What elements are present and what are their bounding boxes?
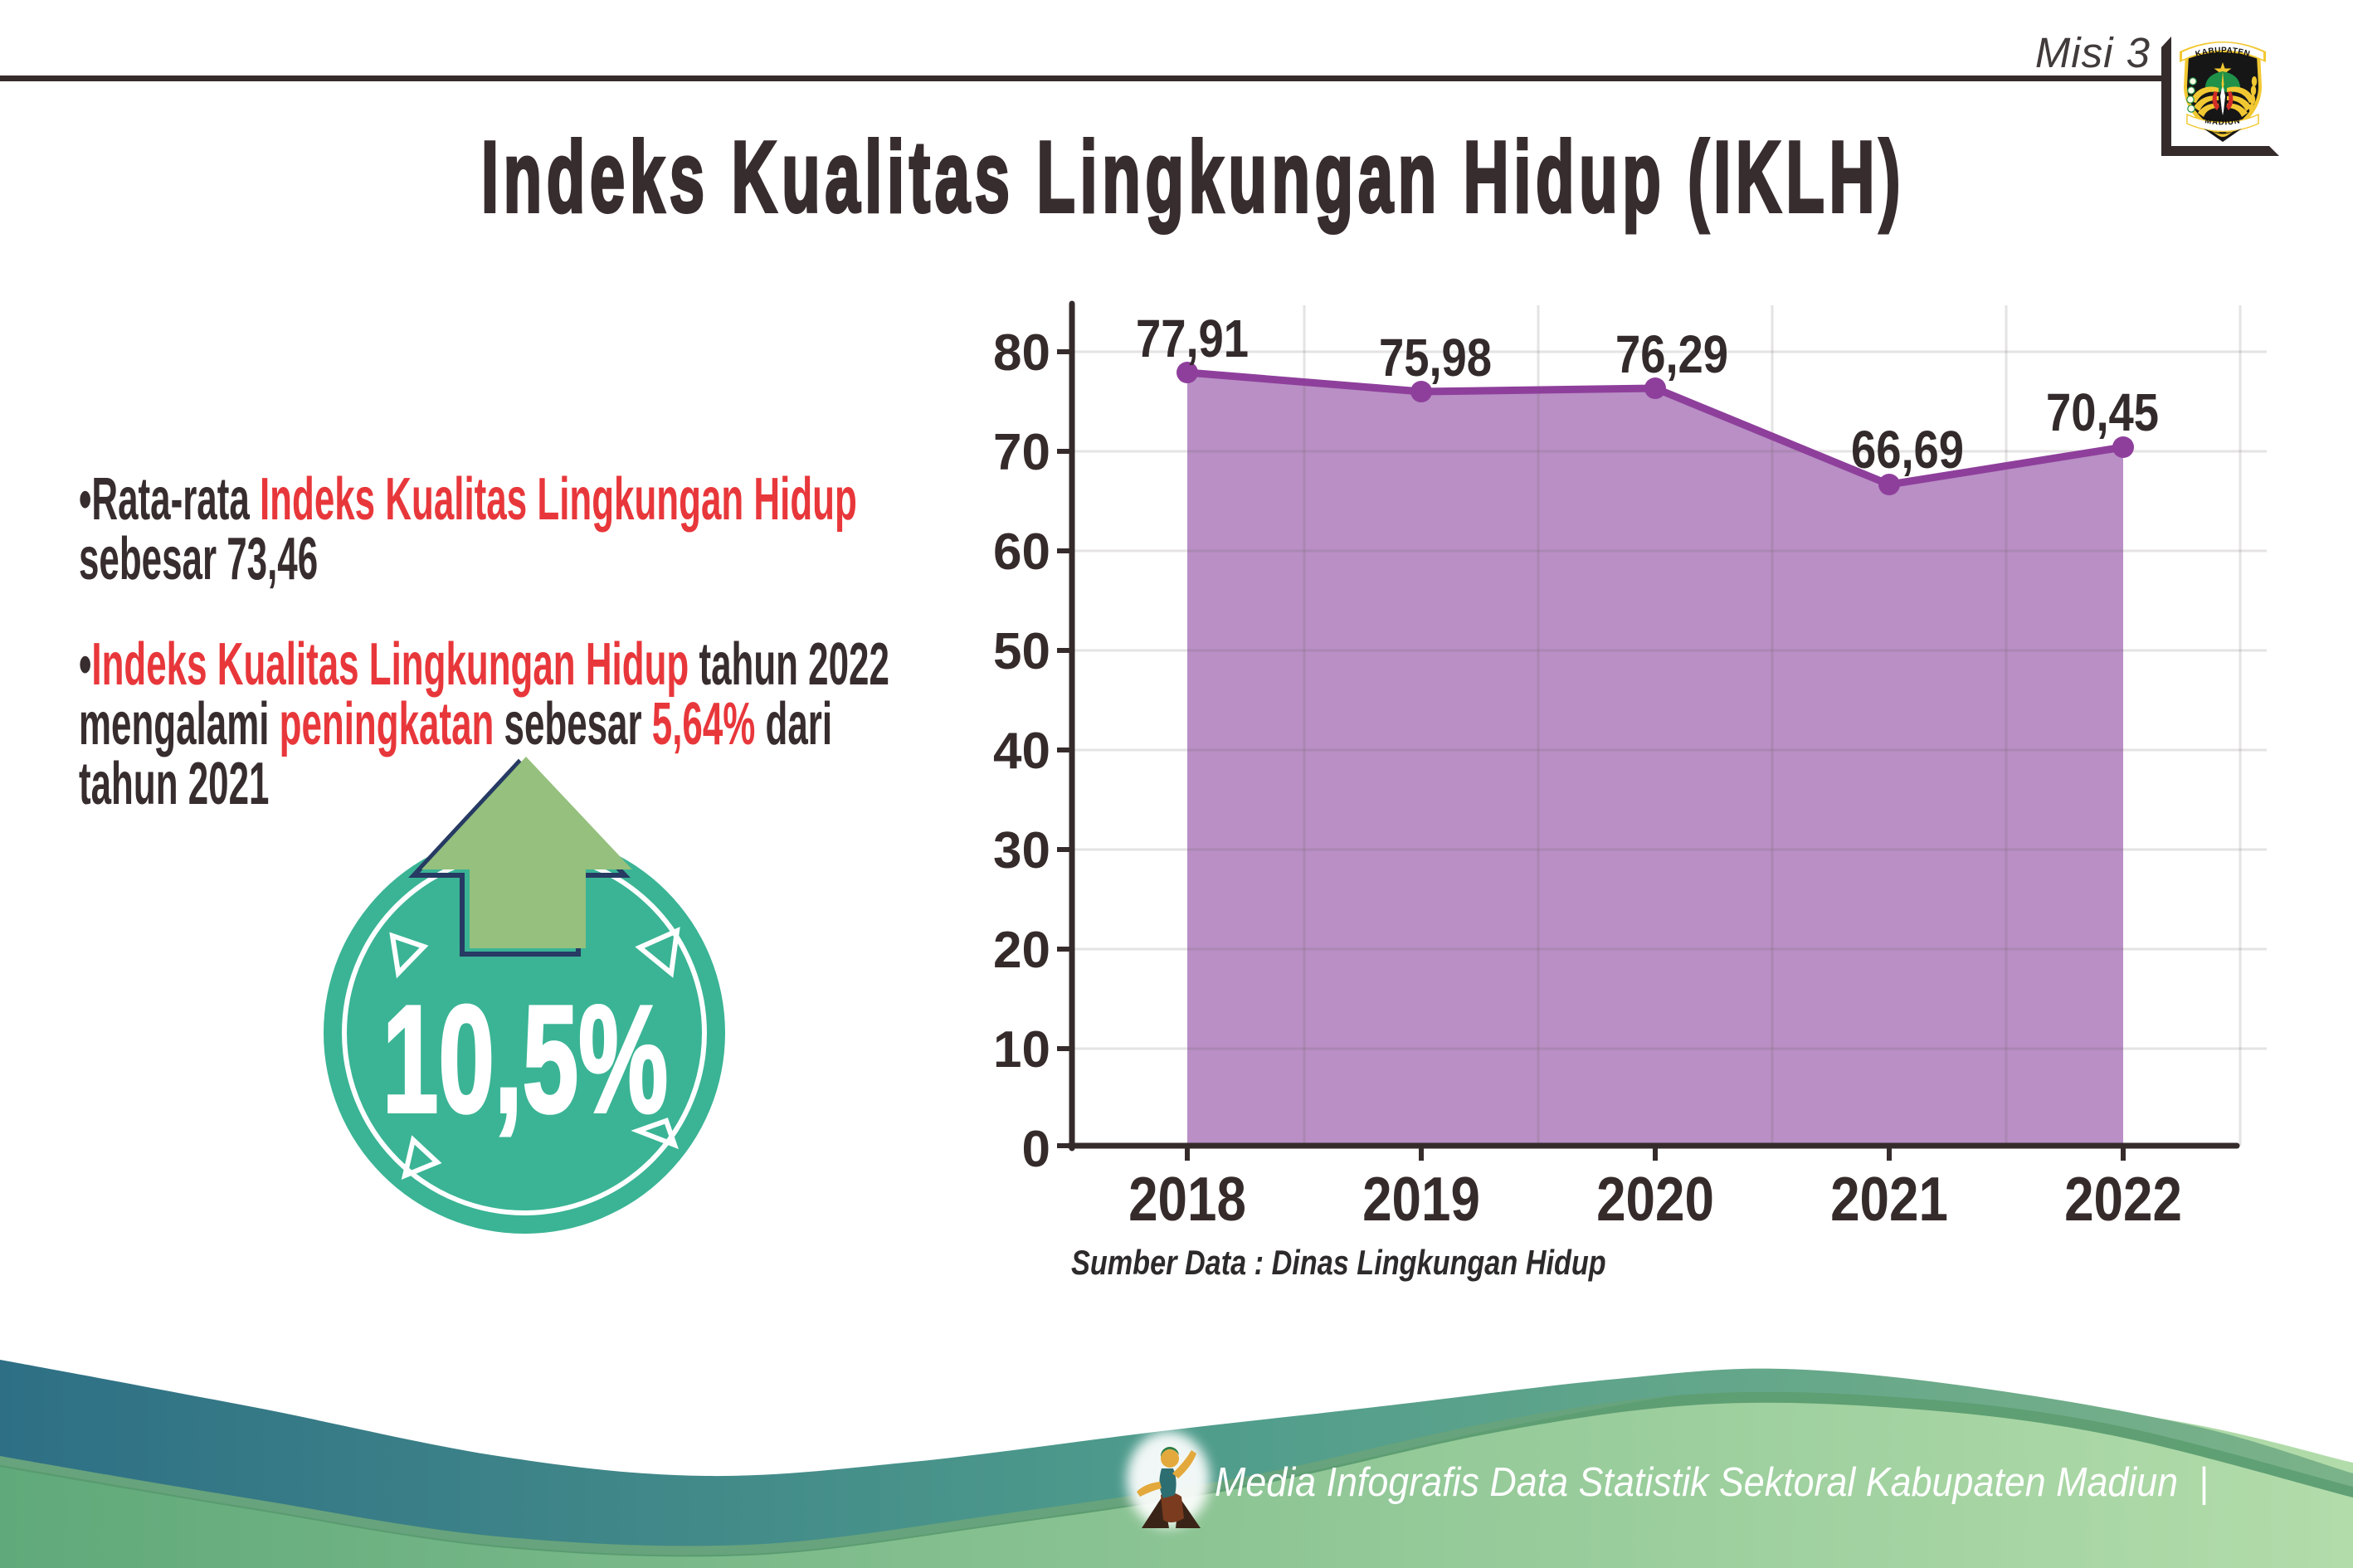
svg-text:KABUPATEN: KABUPATEN [2195,46,2251,59]
svg-text:30: 30 [993,822,1050,879]
svg-text:70: 70 [993,424,1050,481]
svg-text:2020: 2020 [1596,1164,1714,1234]
svg-text:2019: 2019 [1362,1164,1480,1234]
svg-text:MADIUN: MADIUN [2204,116,2242,127]
svg-text:2021: 2021 [1830,1164,1948,1234]
svg-text:70,45: 70,45 [2046,382,2159,442]
svg-text:Media Infografis Data Statisti: Media Infografis Data Statistik Sektoral… [1215,1458,2209,1504]
svg-text:0: 0 [1022,1121,1050,1178]
svg-text:60: 60 [993,523,1050,581]
svg-text:77,91: 77,91 [1136,309,1249,368]
svg-text:40: 40 [993,723,1050,780]
svg-text:2018: 2018 [1128,1164,1246,1234]
svg-text:66,69: 66,69 [1851,420,1964,480]
svg-text:76,29: 76,29 [1615,324,1728,384]
svg-text:10,5%: 10,5% [382,975,668,1145]
svg-text:75,98: 75,98 [1379,328,1492,387]
svg-text:2022: 2022 [2064,1164,2182,1234]
svg-text:80: 80 [993,324,1050,382]
svg-text:20: 20 [993,922,1050,979]
svg-text:50: 50 [993,623,1050,680]
svg-text:10: 10 [993,1021,1050,1079]
